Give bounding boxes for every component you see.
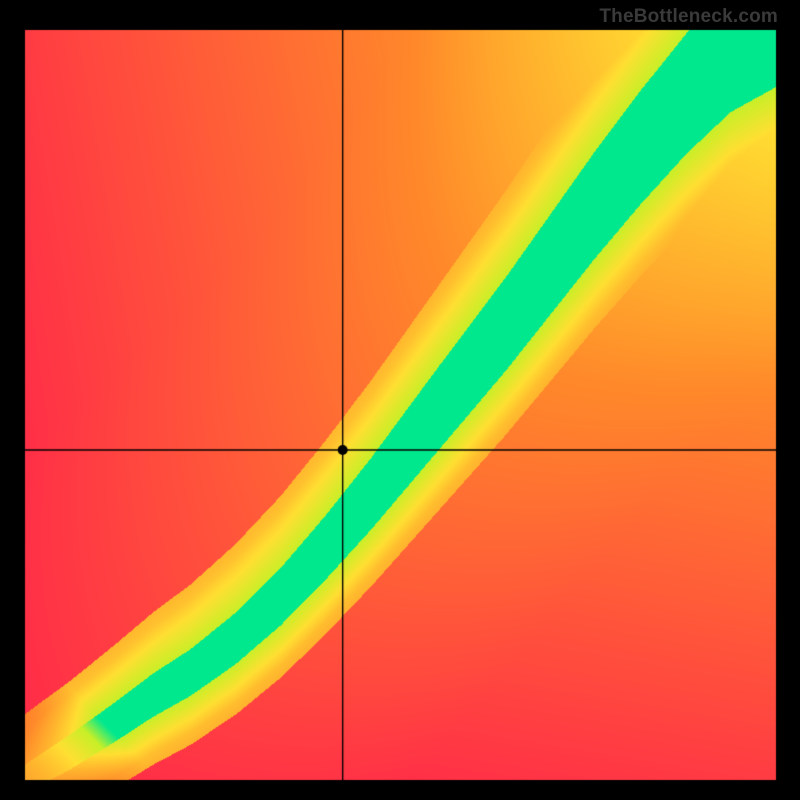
- attribution-text: TheBottleneck.com: [599, 6, 778, 28]
- chart-container: TheBottleneck.com: [0, 0, 800, 800]
- heatmap-canvas: [0, 0, 800, 800]
